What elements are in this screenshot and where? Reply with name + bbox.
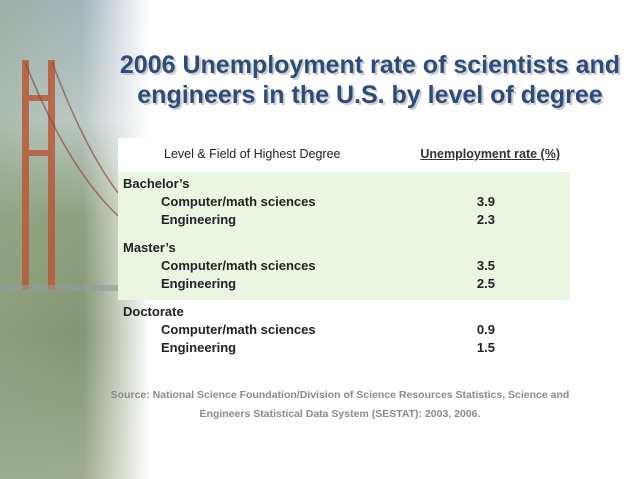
group-masters: Master’s Computer/math sciences 3.5 Engi…	[118, 236, 570, 300]
group-doctorate: Doctorate Computer/math sciences 0.9 Eng…	[118, 300, 570, 364]
table-header: Level & Field of Highest Degree Unemploy…	[118, 138, 570, 172]
degree-label: Doctorate	[123, 304, 184, 319]
header-degree-field: Level & Field of Highest Degree	[164, 147, 341, 161]
source-note: Source: National Science Foundation/Divi…	[110, 386, 570, 424]
source-line-2: Engineers Statistical Data System (SESTA…	[199, 408, 481, 420]
field-label: Computer/math sciences	[161, 322, 316, 337]
degree-label: Master’s	[123, 240, 176, 255]
field-label: Engineering	[161, 212, 237, 227]
rate-value: 2.5	[476, 276, 495, 291]
source-line-1: Source: National Science Foundation/Divi…	[110, 389, 570, 401]
field-label: Computer/math sciences	[161, 258, 316, 273]
rate-value: 0.9	[476, 322, 495, 337]
unemployment-table: Level & Field of Highest Degree Unemploy…	[118, 138, 570, 364]
field-label: Engineering	[161, 276, 237, 291]
title-line-2: engineers in the U.S. by level of degree	[137, 81, 603, 109]
rate-value: 2.3	[476, 212, 495, 227]
field-label: Computer/math sciences	[161, 194, 316, 209]
header-unemployment-rate: Unemployment rate (%)	[420, 147, 560, 161]
title-line-1: 2006 Unemployment rate of scientists and	[119, 51, 621, 79]
field-label: Engineering	[161, 340, 237, 355]
rate-value: 3.5	[476, 258, 495, 273]
group-bachelors: Bachelor’s Computer/math sciences 3.9 En…	[118, 172, 570, 236]
page-title: 2006 Unemployment rate of scientists and…	[110, 50, 630, 110]
rate-value: 3.9	[476, 194, 495, 209]
rate-value: 1.5	[476, 340, 495, 355]
degree-label: Bachelor’s	[123, 176, 190, 191]
